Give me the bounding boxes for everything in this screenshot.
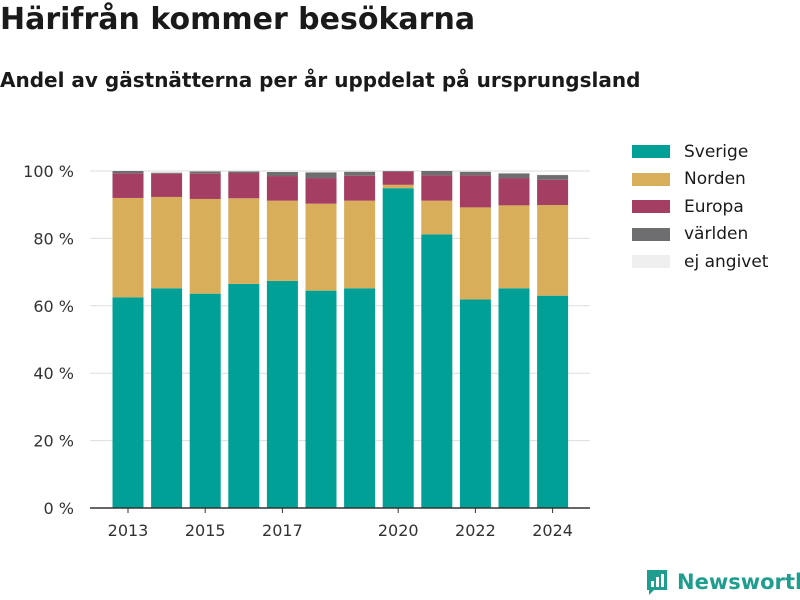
bar-segment (459, 299, 491, 508)
x-tick-label: 2022 (455, 521, 496, 540)
bar-segment (151, 172, 183, 173)
axes: 0 % 20 % 40 % 60 % 80 % 100 % 2013 2015 2017 2020… (23, 162, 590, 540)
y-tick-label: 20 % (33, 432, 74, 451)
bar-segment (228, 283, 260, 508)
bar-segment (112, 197, 144, 298)
bar-segment (344, 200, 376, 289)
bar-segment (382, 184, 414, 189)
bar-segment (344, 171, 376, 176)
bar-segment (151, 288, 183, 508)
bar-segment (498, 205, 530, 289)
bar-segment (266, 172, 298, 177)
bar-segment (228, 171, 260, 174)
bar-chart-speech-bubble-icon (647, 570, 667, 595)
legend-label: Sverige (684, 141, 749, 162)
y-tick-label: 40 % (33, 364, 74, 383)
bar-segment (228, 173, 260, 199)
brand-name: Newsworthy (677, 570, 800, 594)
x-tick-label: 2013 (108, 521, 149, 540)
bar-segment (151, 196, 183, 289)
legend-item: världen (632, 221, 768, 249)
bar-segment (305, 290, 337, 508)
bar-segment (537, 179, 569, 206)
bar-segment (151, 173, 183, 197)
bar-segment (112, 297, 144, 508)
bar-segment (266, 200, 298, 281)
legend-label: ej angivet (684, 251, 769, 272)
bar-segment (537, 174, 569, 176)
bar-segment (112, 173, 144, 198)
x-tick-label: 2017 (262, 521, 303, 540)
legend-swatch (632, 200, 670, 214)
bar-segment (459, 175, 491, 208)
bar-segment (228, 198, 260, 284)
bar-segment (305, 178, 337, 204)
bar-segment (344, 171, 376, 172)
bar-segment (421, 171, 453, 176)
bar-segment (305, 171, 337, 173)
bar-segment (498, 178, 530, 206)
bar-segment (151, 172, 183, 174)
x-tick-label: 2015 (185, 521, 226, 540)
legend-label: Europa (684, 196, 744, 217)
bar-segment (459, 207, 491, 300)
x-tick-label: 2020 (378, 521, 419, 540)
y-tick-label: 100 % (23, 162, 74, 181)
bar-stacks (112, 171, 569, 508)
bar-segment (305, 203, 337, 291)
bar-segment (382, 171, 414, 185)
bar-segment (421, 234, 453, 508)
bar-segment (421, 175, 453, 201)
bar-segment (498, 288, 530, 508)
bar-segment (498, 172, 530, 174)
bar-segment (344, 175, 376, 201)
bar-segment (537, 205, 569, 296)
chart-title: Härifrån kommer besökarna (0, 2, 476, 37)
chart-subtitle: Andel av gästnätterna per år uppdelat på… (0, 68, 641, 92)
bar-segment (459, 171, 491, 172)
newsworthy-logo: Newsworthy (645, 568, 800, 596)
bar-segment (344, 288, 376, 508)
bar-segment (189, 293, 221, 508)
bar-segment (382, 171, 414, 172)
legend-swatch (632, 227, 670, 241)
bar-segment (189, 198, 221, 294)
legend-swatch (632, 145, 670, 159)
y-tick-label: 80 % (33, 229, 74, 248)
bar-segment (305, 172, 337, 179)
bar-segment (266, 280, 298, 508)
legend-item: ej angivet (632, 248, 768, 276)
legend-item: Europa (632, 193, 768, 221)
legend-label: Norden (684, 169, 746, 190)
bar-segment (382, 188, 414, 508)
x-tick-label: 2024 (532, 521, 573, 540)
legend-swatch (632, 172, 670, 186)
bar-segment (266, 176, 298, 201)
bar-segment (189, 171, 221, 174)
bar-segment (421, 200, 453, 235)
legend-item: Norden (632, 166, 768, 194)
bar-segment (498, 173, 530, 179)
bar-segment (537, 175, 569, 180)
bar-segment (266, 171, 298, 173)
legend-item: Sverige (632, 138, 768, 166)
bar-segment (459, 171, 491, 176)
legend-swatch (632, 255, 670, 269)
bar-segment (537, 295, 569, 508)
legend: Sverige Norden Europa världen ej angivet (632, 138, 768, 276)
y-tick-label: 60 % (33, 297, 74, 316)
legend-label: världen (684, 224, 749, 245)
bar-segment (189, 173, 221, 199)
bar-segment (112, 171, 144, 174)
y-tick-label: 0 % (44, 499, 74, 518)
